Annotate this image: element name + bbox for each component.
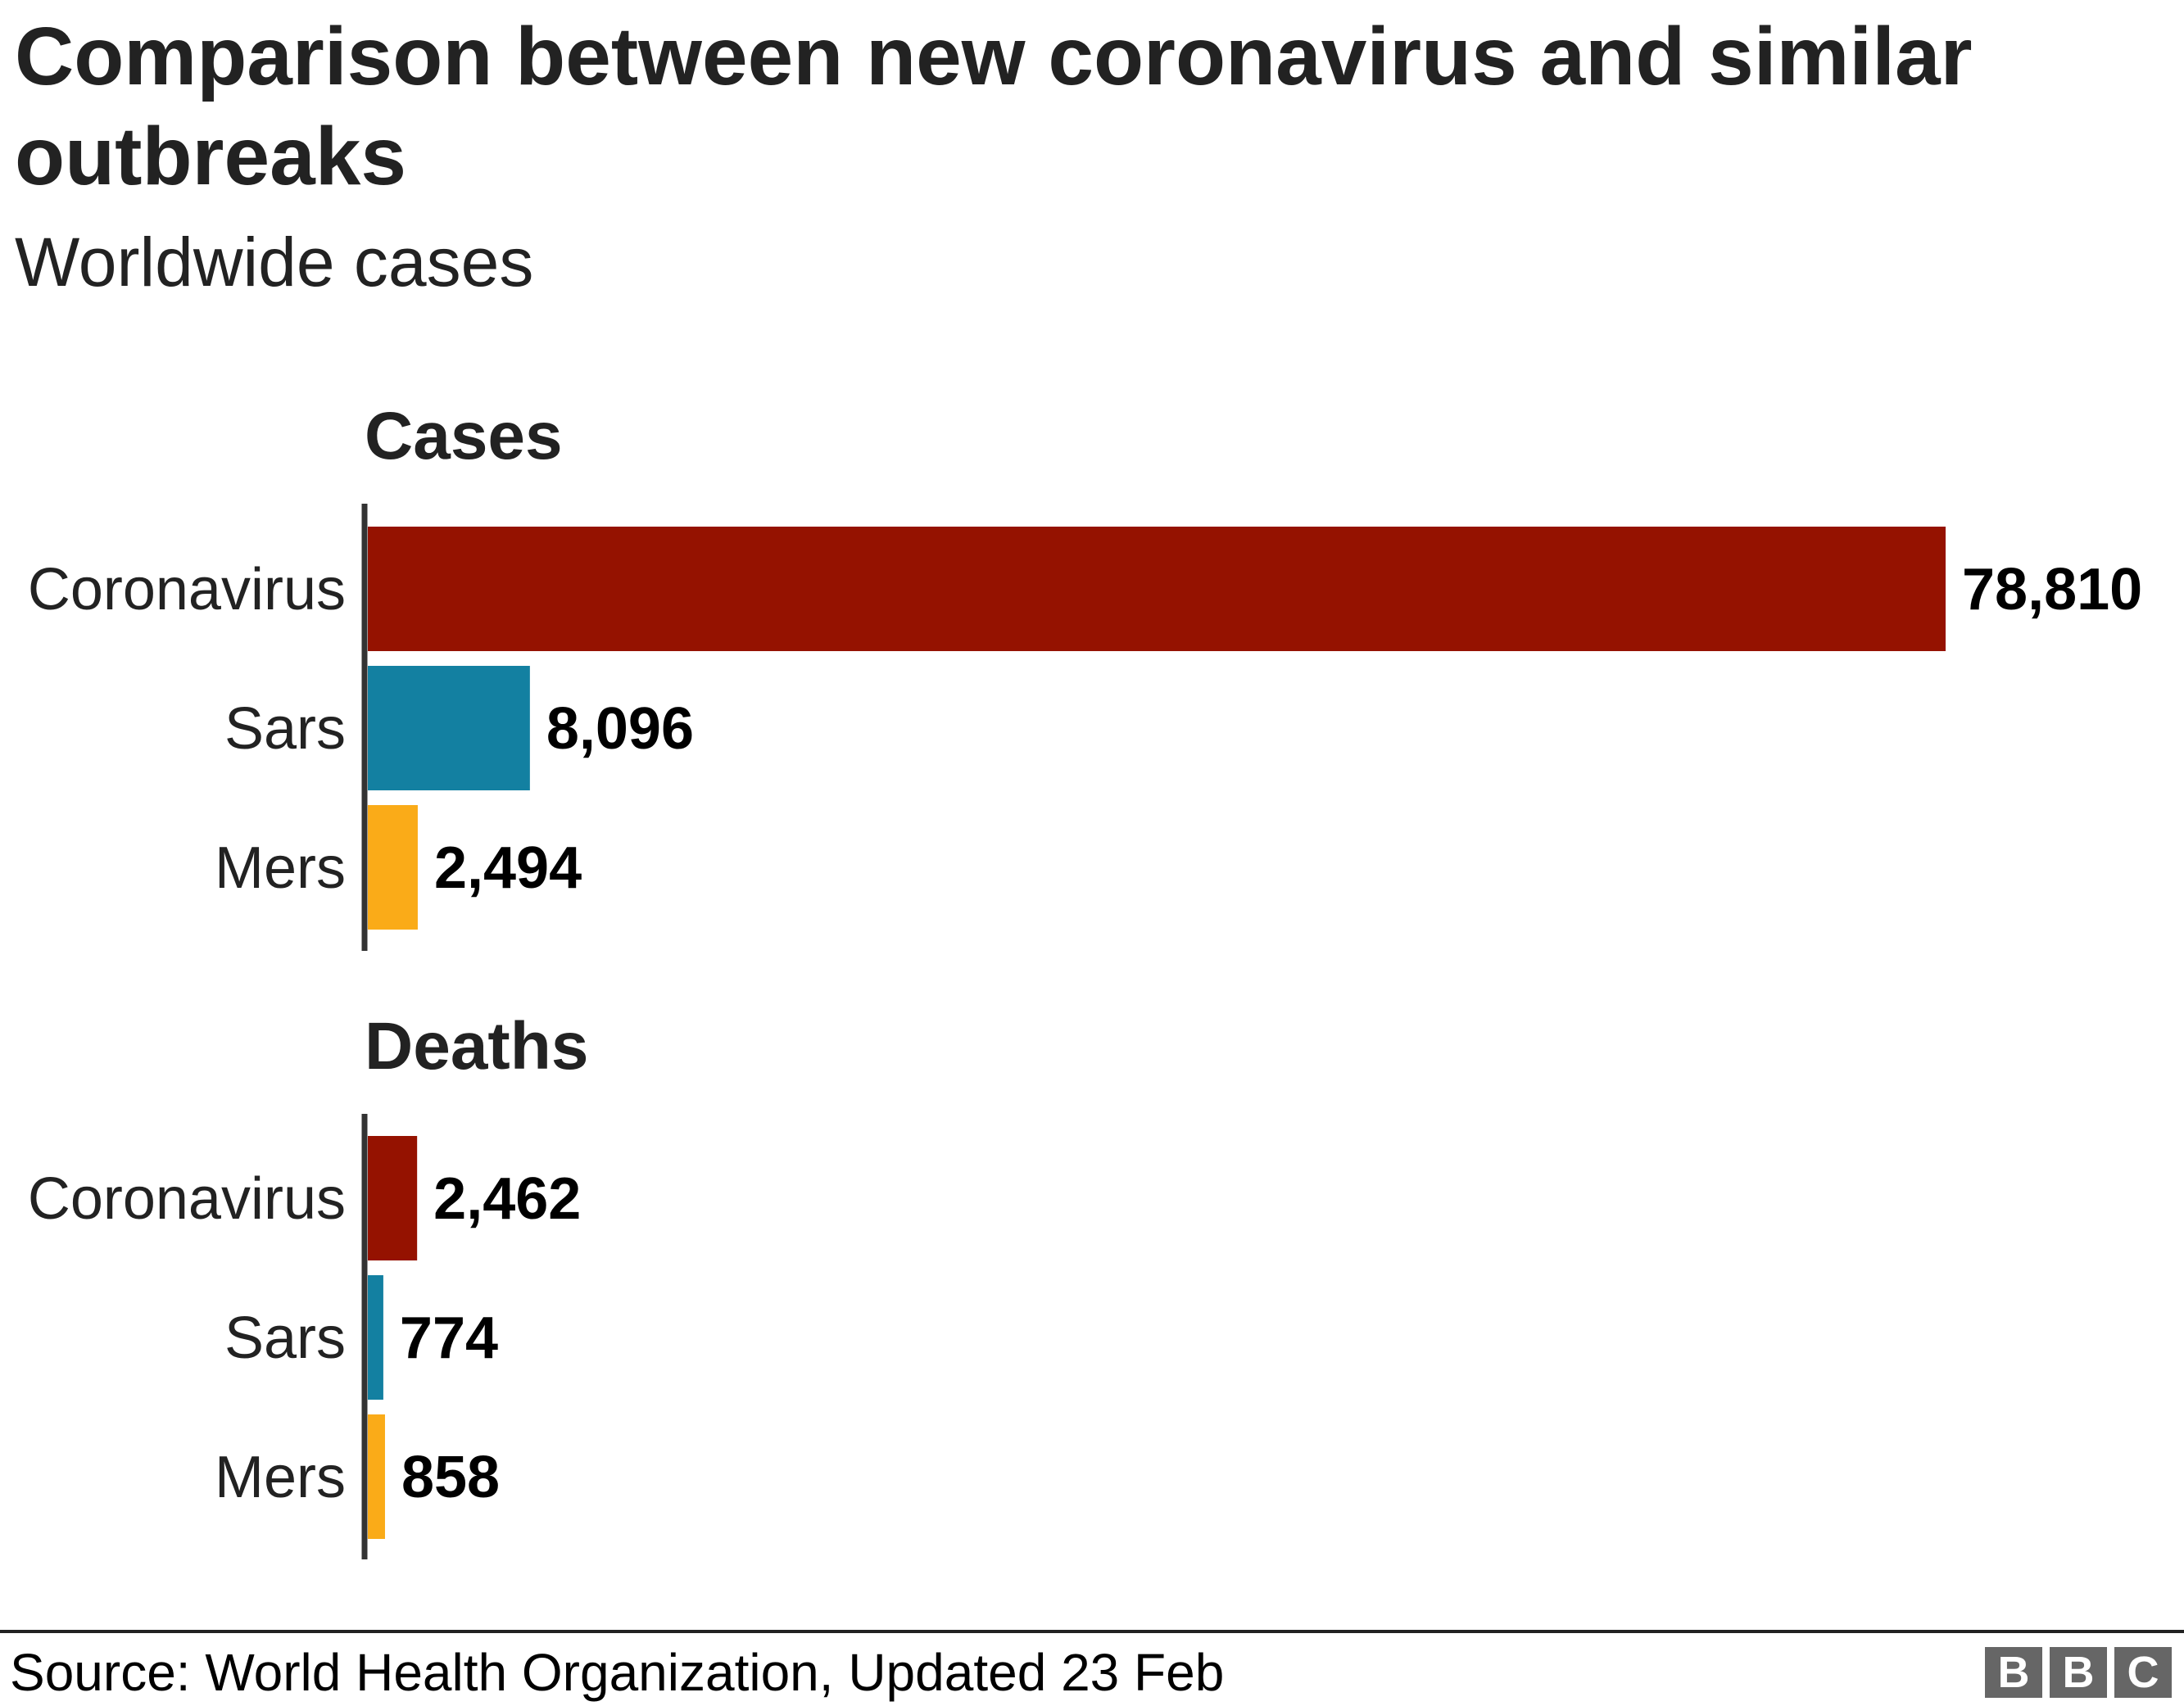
chart-title: Comparison between new coronavirus and s… xyxy=(15,11,1973,202)
value-label: 2,462 xyxy=(433,1166,581,1232)
bbc-logo: B B C xyxy=(1985,1647,2172,1698)
logo-letter: C xyxy=(2114,1647,2172,1698)
chart-subtitle: Worldwide cases xyxy=(15,224,534,301)
logo-letter: B xyxy=(1985,1647,2042,1698)
bar-mers xyxy=(368,1414,385,1539)
value-label: 2,494 xyxy=(434,835,582,901)
source-note: Source: World Health Organization, Updat… xyxy=(10,1643,1225,1702)
footer-divider xyxy=(0,1630,2184,1633)
category-label: Coronavirus xyxy=(28,1166,346,1232)
bar-coronavirus xyxy=(368,527,1946,651)
value-label: 774 xyxy=(400,1306,498,1371)
bar-mers xyxy=(368,805,418,930)
category-label: Mers xyxy=(215,1445,346,1510)
panel-title: Deaths xyxy=(365,1009,588,1084)
value-label: 8,096 xyxy=(546,696,694,762)
value-label: 78,810 xyxy=(1962,557,2142,622)
bar-coronavirus xyxy=(368,1136,418,1260)
bar-sars xyxy=(368,1275,383,1400)
bar-charts: Cases Coronavirus 78,810 Sars 8,096 Mers 2,494… xyxy=(28,399,2142,1559)
category-label: Sars xyxy=(224,1306,346,1371)
category-label: Sars xyxy=(224,696,346,762)
category-label: Mers xyxy=(215,835,346,901)
bar-sars xyxy=(368,666,530,790)
category-label: Coronavirus xyxy=(28,557,346,622)
panel-title: Cases xyxy=(365,399,563,473)
value-label: 858 xyxy=(401,1445,500,1510)
logo-letter: B xyxy=(2050,1647,2107,1698)
